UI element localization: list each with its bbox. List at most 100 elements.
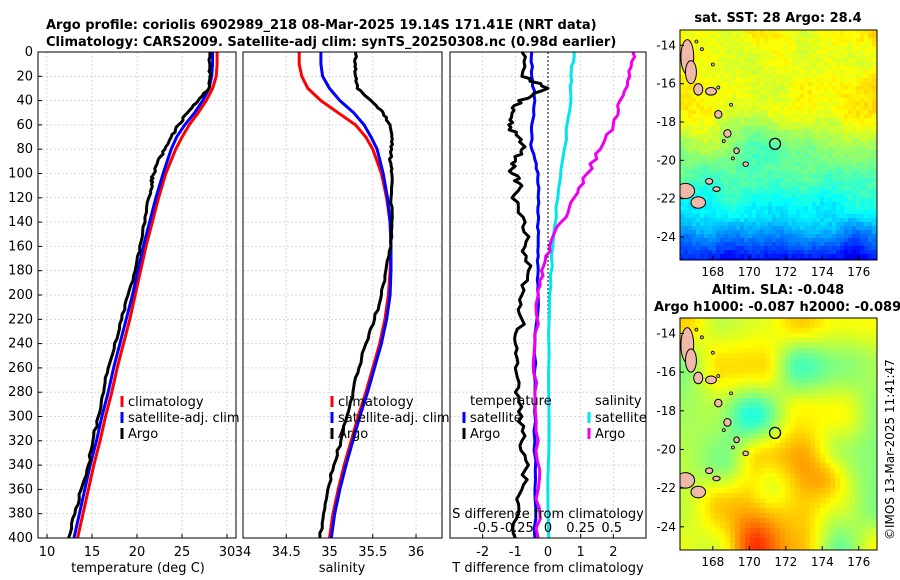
map-cell [750,378,756,384]
map-cell [748,170,753,175]
map-cell [820,198,825,203]
map-cell [716,238,721,243]
map-cell [780,98,785,103]
y-tick-label: 200 [8,288,33,303]
map-cell [755,383,761,389]
map-cell [724,214,729,219]
map-cell [856,226,861,231]
map-cell [716,154,721,159]
map-cell [850,503,856,509]
map-cell [776,118,781,123]
map-cell [852,86,857,91]
map-cell [704,238,709,243]
map-cell [816,162,821,167]
map-cell [764,246,769,251]
map-cell [748,118,753,123]
map-cell [768,146,773,151]
map-cell [680,443,686,449]
map-cell [680,34,685,39]
map-cell [712,138,717,143]
map-cell [830,543,836,549]
map-cell [745,383,751,389]
map-cell [680,78,685,83]
map-cell [772,242,777,247]
map-cell [684,178,689,183]
map-cell [860,428,866,434]
map-cell [815,403,821,409]
map-cell [752,50,757,55]
map-cell [812,70,817,75]
map-cell [724,234,729,239]
map-cell [680,126,685,131]
map-cell [792,186,797,191]
map-cell [825,328,831,334]
map-cell [704,202,709,207]
map-cell [840,338,846,344]
s-tick-label: 0 [544,521,552,536]
map-cell [840,46,845,51]
island [716,85,721,90]
map-cell [865,508,871,514]
map-cell [692,106,697,111]
map-cell [752,150,757,155]
map-cell [815,348,821,354]
map-cell [865,393,871,399]
island [733,147,740,155]
map-cell [824,174,829,179]
map-cell [755,528,761,534]
map-cell [804,30,809,35]
map-cell [752,66,757,71]
map-cell [825,378,831,384]
map-cell [865,528,871,534]
map-cell [740,50,745,55]
map-cell [872,198,877,203]
map-cell [700,114,705,119]
map-cell [740,190,745,195]
y-tick-label: 140 [8,215,33,230]
map-cell [828,62,833,67]
map-cell [815,438,821,444]
map-cell [730,523,736,529]
map-cell [716,66,721,71]
map-cell [875,428,877,434]
map-cell [796,194,801,199]
map-cell [860,328,866,334]
map-cell [840,238,845,243]
map-cell [860,483,866,489]
map-cell [820,393,826,399]
map-cell [696,146,701,151]
map-cell [736,198,741,203]
map-cell [780,438,786,444]
map-cell [768,162,773,167]
temperature-xlabel: temperature (deg C) [71,561,205,576]
map-cell [705,368,711,374]
map-cell [845,398,851,404]
map-cell [748,70,753,75]
map-cell [695,323,701,329]
map-cell [716,98,721,103]
map-cell [705,403,711,409]
map-cell [775,358,781,364]
map-cell [872,194,877,199]
map-cell [705,413,711,419]
map-cell [875,443,877,449]
map-cell [748,142,753,147]
map-cell [760,74,765,79]
map-cell [776,134,781,139]
map-cell [795,538,801,544]
map-cell [692,122,697,127]
map-cell [845,393,851,399]
map-cell [740,218,745,223]
map-cell [788,126,793,131]
map-cell [832,78,837,83]
map-cell [730,418,736,424]
legend-climatology: climatology [338,395,414,410]
map-cell [770,333,776,339]
map-cell [800,246,805,251]
map-cell [792,182,797,187]
map-cell [792,142,797,147]
map-cell [875,493,877,499]
map-cell [720,58,725,63]
map-cell [792,98,797,103]
map-cell [820,98,825,103]
